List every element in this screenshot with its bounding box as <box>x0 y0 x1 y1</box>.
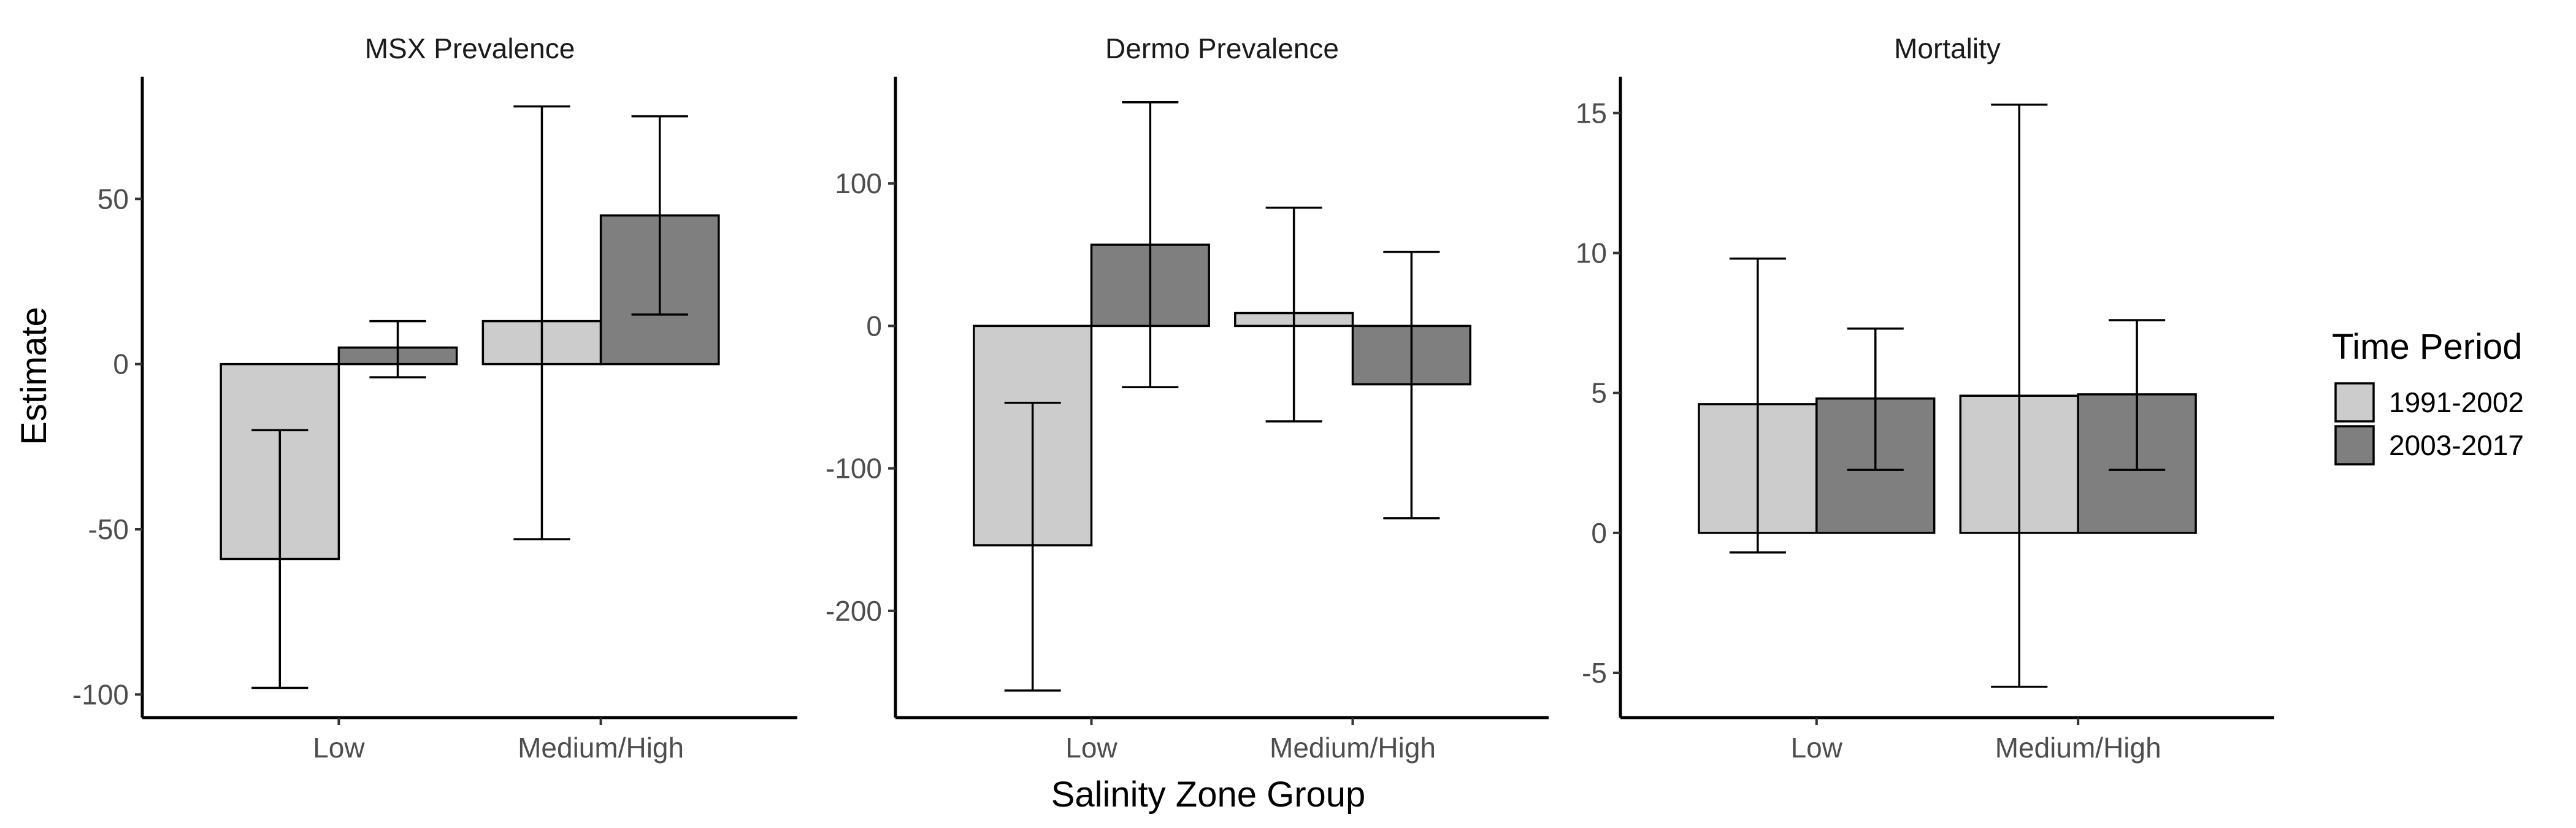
y-axis-title: Estimate <box>14 307 54 445</box>
error-bar <box>1729 257 1786 554</box>
x-tick-label: Medium/High <box>1995 732 2161 764</box>
panel-1: MSX Prevalence -100 -50 0 50 Low Medium/High <box>72 33 797 764</box>
y-tick-label: -100 <box>72 678 129 710</box>
y-tick-label: 5 <box>1591 377 1607 409</box>
legend-title: Time Period <box>2332 327 2523 367</box>
y-tick-label: 0 <box>1591 517 1607 549</box>
panel-title: Dermo Prevalence <box>1105 33 1339 64</box>
legend-label: 1991-2002 <box>2389 386 2524 418</box>
error-bar <box>513 105 570 540</box>
error-bar <box>1383 250 1440 519</box>
legend: Time Period 1991-2002 2003-2017 <box>2332 327 2524 466</box>
legend-swatch <box>2334 425 2375 466</box>
x-axis-title: Salinity Zone Group <box>1051 775 1366 815</box>
error-bar <box>631 115 688 316</box>
y-tick-label: 50 <box>98 183 129 215</box>
panel-2: Dermo Prevalence -200 -100 0 100 Low Medium/Hi… <box>826 33 1549 764</box>
y-tick-label: 0 <box>866 310 882 342</box>
legend-item: 2003-2017 <box>2334 425 2524 466</box>
error-bar <box>369 320 426 378</box>
error-bar <box>1847 327 1904 471</box>
x-tick-label: Medium/High <box>1270 732 1436 764</box>
legend-label: 2003-2017 <box>2389 429 2524 461</box>
panel-title: Mortality <box>1894 33 2001 64</box>
panel-3: Mortality -5 0 5 10 15 Low Medium/High <box>1576 33 2274 764</box>
y-tick-label: -200 <box>826 595 882 627</box>
error-bar <box>1004 402 1061 692</box>
y-tick-label: -100 <box>826 453 882 485</box>
panel-title: MSX Prevalence <box>365 33 575 64</box>
x-tick-label: Medium/High <box>518 732 684 764</box>
x-tick-label: Low <box>1065 732 1117 764</box>
legend-item: 1991-2002 <box>2334 382 2524 423</box>
error-bar <box>251 429 309 689</box>
y-tick-label: -50 <box>88 513 129 545</box>
y-tick-label: 15 <box>1576 97 1607 129</box>
y-tick-label: 100 <box>835 167 882 199</box>
error-bar <box>2109 319 2166 471</box>
legend-swatch <box>2334 382 2375 423</box>
x-tick-label: Low <box>1791 732 1843 764</box>
y-tick-label: 10 <box>1576 237 1607 269</box>
error-bar <box>1991 103 2048 688</box>
x-tick-label: Low <box>313 732 365 764</box>
y-tick-label: 0 <box>113 348 129 380</box>
y-tick-label: -5 <box>1582 657 1607 689</box>
error-bar <box>1265 206 1322 423</box>
error-bar <box>1122 101 1179 388</box>
